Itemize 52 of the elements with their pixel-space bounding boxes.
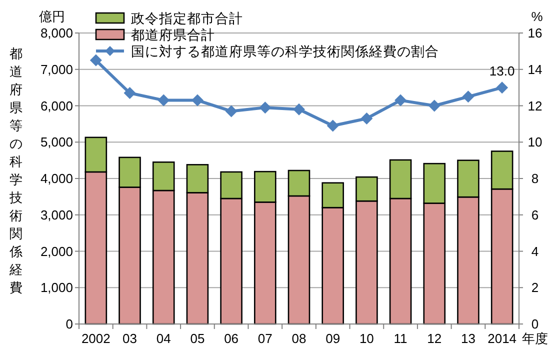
y2-tick-label: 8 — [531, 171, 539, 186]
text: 都道府県等の科学技術関係経費 — [10, 46, 22, 295]
y2-tick-label: 14 — [528, 62, 542, 77]
y2-tick-label: 4 — [531, 244, 539, 259]
y-tick-label: 5,000 — [40, 134, 73, 150]
point — [90, 54, 102, 66]
legend-label: 国に対する都道府県等の科学技術関係経費の割合 — [131, 44, 439, 59]
point — [293, 103, 305, 116]
y-tick-label: 0 — [66, 316, 73, 332]
legend-label: 政令指定都市合計 — [131, 11, 243, 26]
y-tick-label: 2,000 — [40, 244, 73, 259]
x-tick-label: 11 — [394, 331, 408, 346]
y-tick-label: 1,000 — [40, 280, 73, 296]
point — [326, 120, 339, 132]
y2-tick-label: 6 — [531, 207, 539, 222]
y2-tick-label: 16 — [528, 26, 542, 40]
data-label: 13.0 — [489, 64, 515, 79]
x-tick-label: 2002 — [81, 331, 110, 346]
x-tick-label: 13 — [460, 331, 476, 346]
point — [124, 87, 136, 100]
y-tick-label: 7,000 — [40, 62, 73, 77]
point — [360, 112, 373, 124]
y2-tick-label: 10 — [528, 134, 542, 150]
y2-tick-label: 2 — [531, 280, 539, 296]
text: 億円 — [39, 9, 65, 24]
y-tick-label: 3,000 — [40, 207, 73, 222]
y2-tick-label: 12 — [528, 98, 542, 114]
point — [394, 94, 407, 106]
point — [496, 82, 508, 94]
point — [259, 102, 272, 114]
point — [158, 94, 170, 106]
x-tick-label: 07 — [258, 331, 272, 346]
y-tick-label: 4,000 — [40, 171, 73, 186]
y2-axis-title: % — [531, 9, 544, 24]
point — [191, 94, 204, 106]
y2-tick-label: 0 — [531, 316, 539, 332]
x-tick-label: 12 — [427, 331, 442, 346]
x-tick-label: 09 — [326, 331, 340, 346]
x-tick-label: 08 — [292, 331, 306, 346]
legend-label: 都道府県合計 — [131, 28, 215, 42]
x-tick-label: 03 — [122, 331, 138, 346]
x-axis-title: 年度 — [522, 331, 548, 346]
x-tick-label: 10 — [359, 331, 374, 346]
x-tick-label: 04 — [156, 331, 171, 346]
point — [462, 90, 474, 103]
x-tick-label: 06 — [224, 331, 239, 346]
point — [428, 100, 440, 112]
y-tick-label: 8,000 — [40, 26, 73, 40]
x-tick-label: 05 — [190, 331, 205, 346]
point — [225, 105, 238, 118]
y-tick-label: 6,000 — [40, 98, 73, 114]
x-tick-label: 2014 — [488, 331, 517, 346]
